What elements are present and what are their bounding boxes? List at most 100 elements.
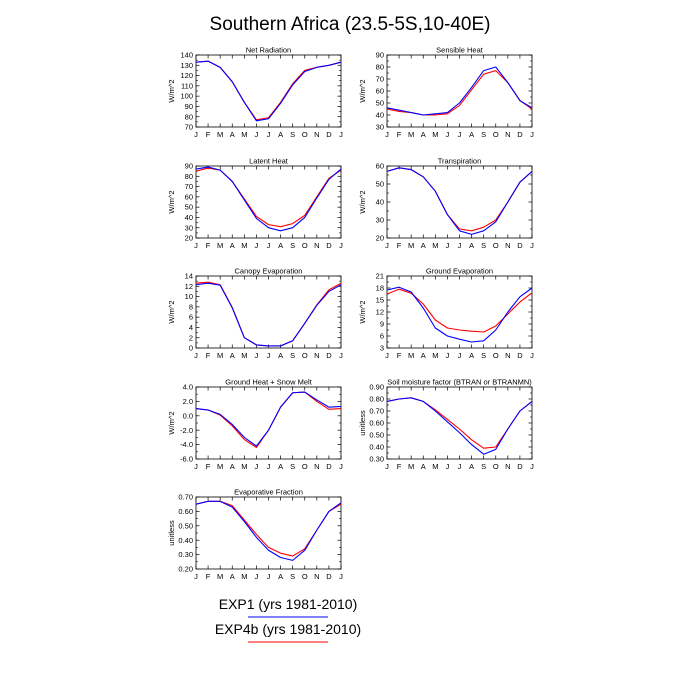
y-tick-label: 18 xyxy=(376,284,384,293)
x-tick-label: M xyxy=(217,241,223,250)
y-tick-label: 100 xyxy=(180,92,193,101)
x-tick-label: J xyxy=(339,241,343,250)
x-tick-label: J xyxy=(530,241,534,250)
x-tick-label: M xyxy=(408,351,414,360)
y-tick-label: 70 xyxy=(185,123,193,132)
series-line-exp1 xyxy=(195,500,342,561)
x-tick-label: A xyxy=(230,572,235,581)
y-axis-label: unitless xyxy=(358,410,367,436)
x-tick-label: D xyxy=(326,572,332,581)
y-tick-label: 20 xyxy=(185,234,193,243)
x-tick-label: A xyxy=(421,130,426,139)
y-tick-label: 50 xyxy=(376,99,384,108)
x-tick-label: M xyxy=(408,462,414,471)
x-tick-label: J xyxy=(458,130,462,139)
legend: EXP1 (yrs 1981-2010) EXP4b (yrs 1981-2010… xyxy=(215,596,361,643)
x-tick-label: O xyxy=(302,462,308,471)
x-tick-label: D xyxy=(517,462,523,471)
y-tick-label: 12 xyxy=(376,308,384,317)
x-tick-label: M xyxy=(432,462,438,471)
x-tick-label: J xyxy=(458,462,462,471)
y-tick-label: 0.0 xyxy=(183,411,193,420)
y-tick-label: -6.0 xyxy=(180,455,193,464)
panel-title: Transpiration xyxy=(438,157,482,166)
x-tick-label: A xyxy=(421,351,426,360)
y-tick-label: 0.30 xyxy=(178,550,193,559)
y-tick-label: 0.60 xyxy=(178,507,193,516)
x-tick-label: F xyxy=(397,130,402,139)
x-tick-label: N xyxy=(314,241,319,250)
x-tick-label: N xyxy=(314,462,319,471)
y-tick-label: 40 xyxy=(376,111,384,120)
y-tick-label: -4.0 xyxy=(180,440,193,449)
y-axis-label: W/m^2 xyxy=(358,300,367,323)
x-tick-label: S xyxy=(481,351,486,360)
x-tick-label: A xyxy=(421,462,426,471)
y-tick-label: 0 xyxy=(189,344,193,353)
x-tick-label: D xyxy=(326,351,332,360)
x-tick-label: J xyxy=(446,462,450,471)
x-tick-label: A xyxy=(469,462,474,471)
y-tick-label: 30 xyxy=(185,223,193,232)
series-line-exp4b xyxy=(386,70,533,116)
y-tick-label: 0.70 xyxy=(178,493,193,502)
x-tick-label: M xyxy=(408,130,414,139)
x-tick-label: M xyxy=(217,572,223,581)
y-tick-label: 0.50 xyxy=(178,521,193,530)
x-tick-label: M xyxy=(217,130,223,139)
panel-9: Evaporative Fraction 0.20 0.30 0.40 0.50 0.60… xyxy=(167,488,343,582)
panel-8: Soil moisture factor (BTRAN or BTRANMN)0… xyxy=(358,378,534,472)
y-tick-label: 14 xyxy=(185,272,193,281)
panel-7: Ground Heat + Snow Melt -6.0 -4.0 -2.0 0.0 2.… xyxy=(167,378,343,472)
series-line-exp4b xyxy=(195,281,342,347)
y-tick-label: 130 xyxy=(180,61,193,70)
y-tick-label: 3 xyxy=(380,344,384,353)
y-tick-label: 90 xyxy=(376,51,384,60)
y-axis-label: W/m^2 xyxy=(358,190,367,213)
x-tick-label: A xyxy=(278,130,283,139)
panel-title: Sensible Heat xyxy=(436,46,484,55)
x-tick-label: J xyxy=(255,462,259,471)
y-axis-label: W/m^2 xyxy=(167,79,176,102)
y-tick-label: 2 xyxy=(189,333,193,342)
series-line-exp4b xyxy=(195,167,342,228)
x-tick-label: J xyxy=(255,351,259,360)
figure-title: Southern Africa (23.5-5S,10-40E) xyxy=(210,14,491,35)
y-tick-label: 6 xyxy=(189,313,193,322)
x-tick-label: M xyxy=(241,462,247,471)
x-tick-label: A xyxy=(469,351,474,360)
y-tick-label: 0.30 xyxy=(369,455,384,464)
x-tick-label: J xyxy=(385,462,389,471)
x-tick-label: M xyxy=(432,351,438,360)
y-tick-label: 30 xyxy=(376,123,384,132)
y-tick-label: 20 xyxy=(376,234,384,243)
x-tick-label: F xyxy=(206,130,211,139)
x-tick-label: M xyxy=(241,130,247,139)
panel-title: Net Radiation xyxy=(246,46,291,55)
y-tick-label: 80 xyxy=(185,112,193,121)
y-tick-label: 0.60 xyxy=(369,419,384,428)
x-tick-label: J xyxy=(194,241,198,250)
y-tick-label: 12 xyxy=(185,282,193,291)
y-tick-label: 21 xyxy=(376,272,384,281)
series-line-exp4b xyxy=(386,167,533,232)
y-tick-label: 30 xyxy=(376,216,384,225)
y-tick-label: 0.70 xyxy=(369,407,384,416)
series-line-exp4b xyxy=(195,500,342,557)
y-tick-label: 110 xyxy=(181,81,193,90)
x-tick-label: F xyxy=(206,351,211,360)
x-tick-label: A xyxy=(230,351,235,360)
y-tick-label: 10 xyxy=(185,292,193,301)
x-tick-label: S xyxy=(290,462,295,471)
y-tick-label: 0.90 xyxy=(369,383,384,392)
x-tick-label: S xyxy=(481,241,486,250)
x-tick-label: S xyxy=(481,462,486,471)
y-tick-label: 60 xyxy=(376,162,384,171)
y-tick-label: 6 xyxy=(380,332,384,341)
series-line-exp4b xyxy=(386,288,533,333)
y-tick-label: 40 xyxy=(185,213,193,222)
x-tick-label: N xyxy=(505,351,510,360)
x-tick-label: S xyxy=(290,572,295,581)
